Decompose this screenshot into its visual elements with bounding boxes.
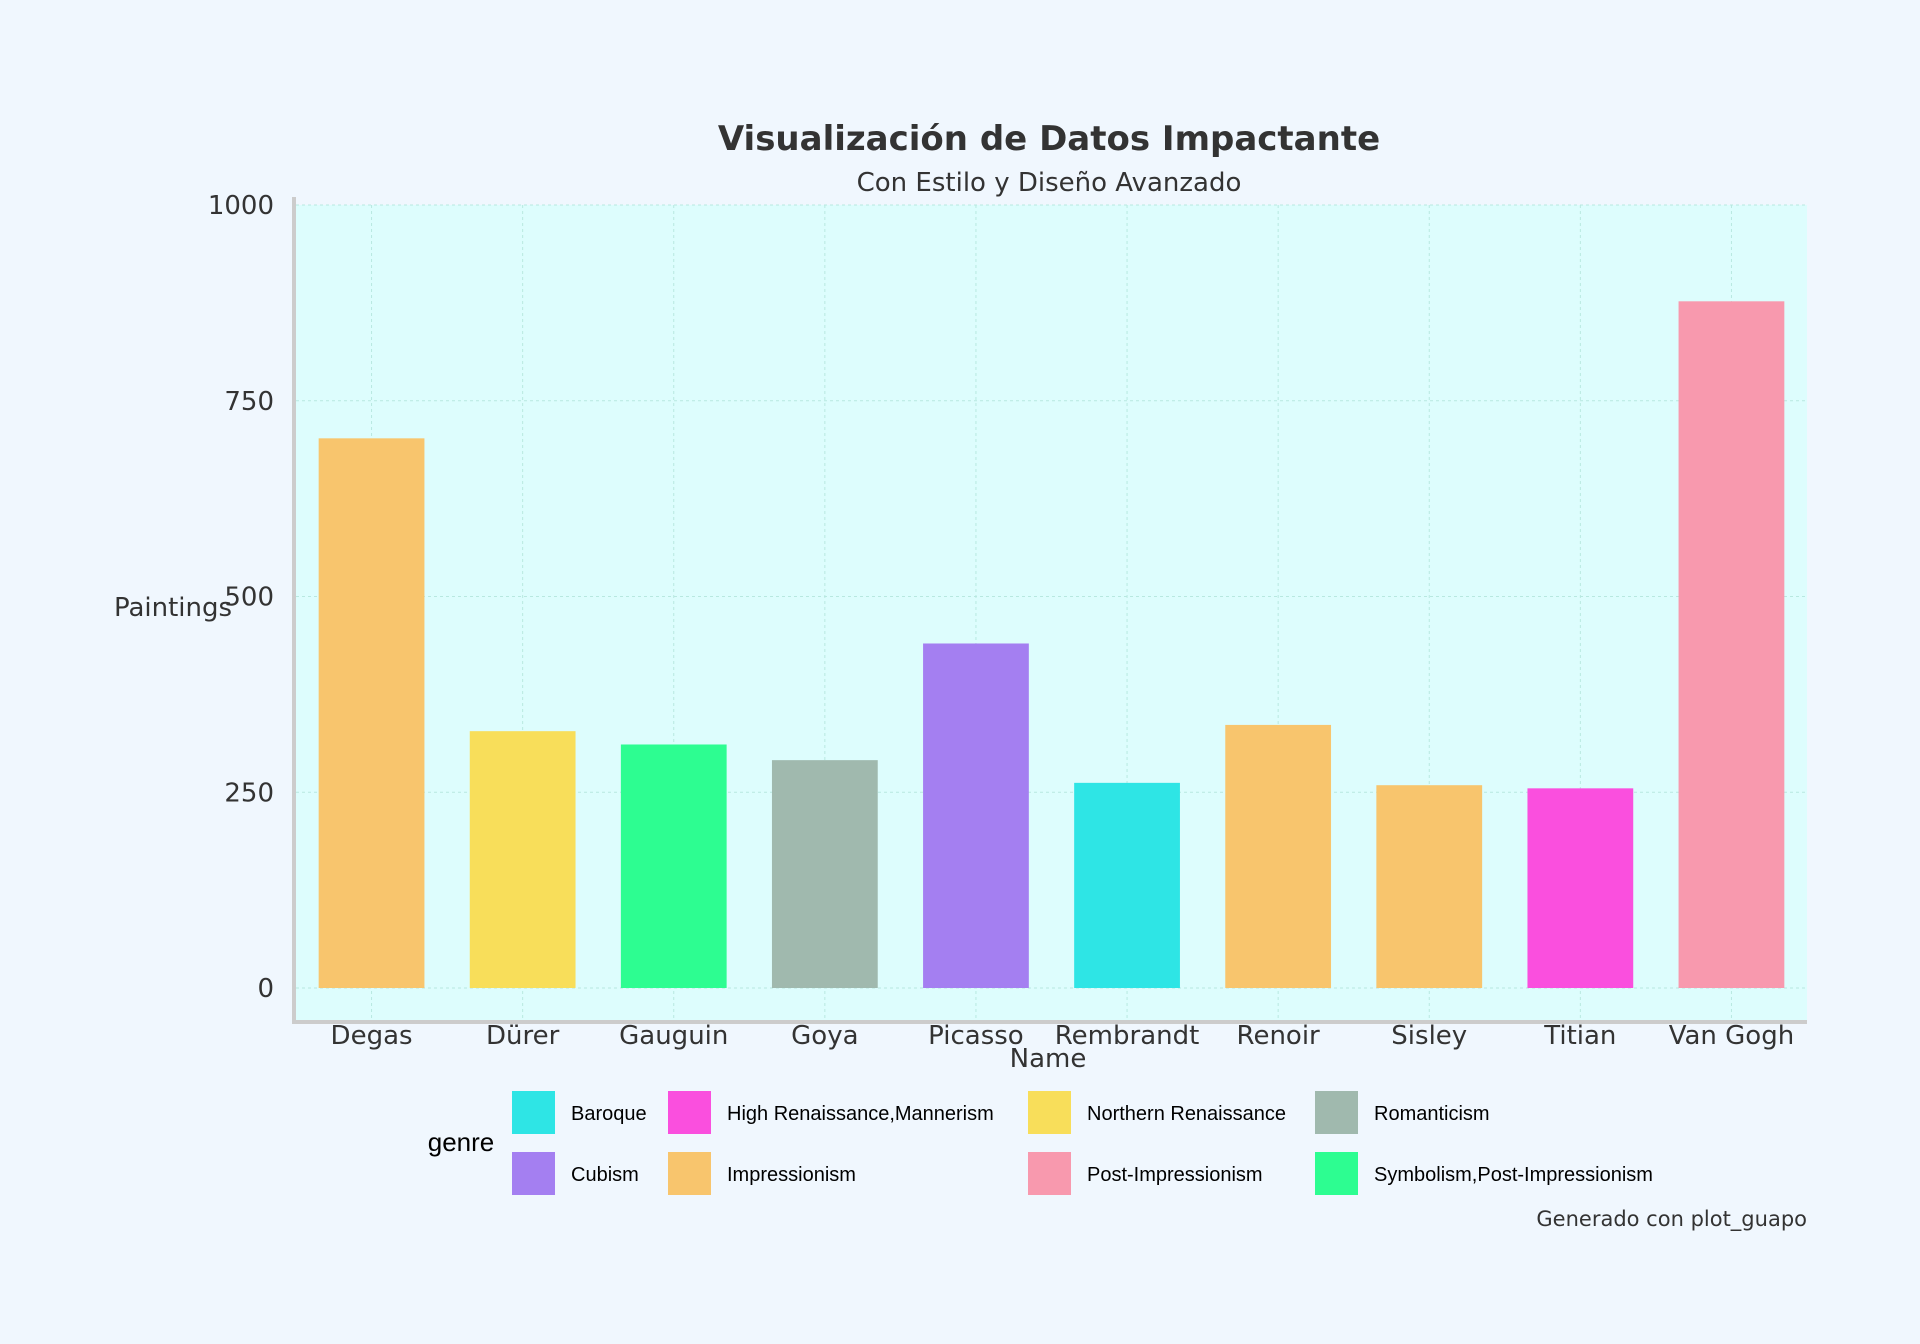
x-tick-label: Titian <box>1543 1021 1616 1051</box>
x-tick-label: Gauguin <box>619 1021 728 1051</box>
bar-sisley <box>1376 785 1483 988</box>
bar-degas <box>318 438 425 989</box>
x-tick-label: Picasso <box>928 1021 1024 1051</box>
legend-label: Post-Impressionism <box>1087 1164 1263 1186</box>
bar-rembrandt <box>1074 782 1180 988</box>
x-tick-labels: Degas Dürer Gauguin Goya Picasso Rembrandt Ren… <box>331 1021 1795 1051</box>
x-tick-label: Goya <box>791 1021 858 1051</box>
legend-label: Baroque <box>571 1103 647 1125</box>
legend-item: Baroque <box>512 1091 647 1134</box>
legend-label: Romanticism <box>1374 1103 1490 1125</box>
legend-label: Cubism <box>571 1164 639 1186</box>
legend-swatch <box>512 1091 555 1134</box>
legend-label: Northern Renaissance <box>1087 1103 1286 1125</box>
bar-renoir <box>1225 724 1332 988</box>
bar-goya <box>771 760 878 988</box>
y-tick-label: 1000 <box>208 191 274 221</box>
bar-van-gogh <box>1678 301 1785 989</box>
x-tick-label: Degas <box>331 1021 413 1051</box>
legend-item: Post-Impressionism <box>1028 1152 1263 1195</box>
x-axis-label: Name <box>1010 1044 1087 1074</box>
bar-gauguin <box>620 744 727 988</box>
x-tick-label: Van Gogh <box>1669 1021 1794 1051</box>
legend-swatch <box>1315 1152 1358 1195</box>
legend-item: High Renaissance,Mannerism <box>668 1091 994 1134</box>
y-tick-label: 500 <box>224 583 274 613</box>
legend-item: Symbolism,Post-Impressionism <box>1315 1152 1653 1195</box>
chart-title: Visualización de Datos Impactante <box>718 119 1380 159</box>
chart-caption: Generado con plot_guapo <box>1536 1207 1807 1232</box>
legend-item: Northern Renaissance <box>1028 1091 1286 1134</box>
legend-item: Romanticism <box>1315 1091 1490 1134</box>
x-tick-label: Dürer <box>486 1021 560 1051</box>
bars <box>318 301 1785 989</box>
legend-label: High Renaissance,Mannerism <box>727 1103 994 1125</box>
legend-swatch <box>1028 1091 1071 1134</box>
legend-item: Cubism <box>512 1152 639 1195</box>
legend-label: Symbolism,Post-Impressionism <box>1374 1164 1653 1186</box>
legend-swatch <box>668 1091 711 1134</box>
y-tick-label: 750 <box>224 387 274 417</box>
bar-titian <box>1527 788 1634 988</box>
x-tick-label: Rembrandt <box>1055 1021 1200 1051</box>
legend-swatch <box>512 1152 555 1195</box>
legend-swatch <box>1315 1091 1358 1134</box>
y-tick-label: 250 <box>224 778 274 808</box>
legend-swatch <box>1028 1152 1071 1195</box>
legend-title: genre <box>428 1127 495 1157</box>
legend-item: Impressionism <box>668 1152 856 1195</box>
bar-d-rer <box>469 731 576 988</box>
bar-picasso <box>923 643 1029 988</box>
y-axis-label: Paintings <box>114 593 232 623</box>
x-tick-label: Sisley <box>1391 1021 1467 1051</box>
legend-label: Impressionism <box>727 1164 856 1186</box>
chart-subtitle: Con Estilo y Diseño Avanzado <box>857 168 1242 198</box>
legend: Baroque High Renaissance,Mannerism Norther… <box>512 1091 1653 1195</box>
legend-swatch <box>668 1152 711 1195</box>
x-tick-label: Renoir <box>1237 1021 1321 1051</box>
y-tick-label: 0 <box>257 974 274 1004</box>
y-tick-labels: 0 250 500 750 1000 <box>208 191 274 1004</box>
